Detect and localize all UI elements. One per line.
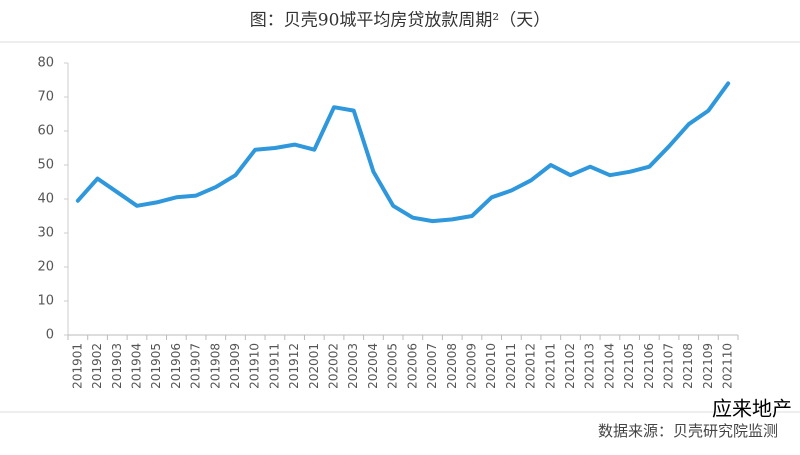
- y-tick-label: 0: [46, 328, 54, 343]
- x-tick-label: 202102: [563, 343, 577, 389]
- x-tick-label: 201905: [149, 343, 163, 389]
- x-tick-label: 201909: [228, 343, 242, 389]
- x-tick-label: 202010: [484, 343, 498, 389]
- chart-title: 图：贝壳90城平均房贷放款周期²（天）: [250, 11, 550, 31]
- y-tick-label: 20: [37, 260, 54, 275]
- x-tick-label: 202012: [524, 343, 538, 389]
- y-tick-label: 40: [37, 192, 54, 207]
- x-tick-label: 202109: [701, 343, 715, 389]
- watermark: 应来地产: [712, 397, 792, 421]
- x-tick-label: 201906: [169, 343, 183, 389]
- x-tick-label: 202104: [602, 343, 616, 389]
- y-tick-label: 30: [37, 226, 54, 241]
- x-tick-label: 201903: [110, 343, 124, 389]
- x-tick-label: 201907: [189, 343, 203, 389]
- x-tick-label: 202108: [681, 343, 695, 389]
- x-tick-label: 202008: [445, 343, 459, 389]
- x-tick-label: 201904: [129, 343, 143, 389]
- x-tick-label: 202002: [327, 343, 341, 389]
- x-tick-label: 202011: [504, 343, 518, 389]
- x-tick-label: 201910: [248, 343, 262, 389]
- x-tick-label: 201902: [90, 343, 104, 389]
- x-tick-label: 202001: [307, 343, 321, 389]
- x-tick-label: 202004: [366, 343, 380, 389]
- x-tick-label: 201911: [267, 343, 281, 389]
- y-tick-label: 10: [37, 294, 54, 309]
- x-tick-label: 202103: [583, 343, 597, 389]
- x-tick-label: 202110: [721, 343, 735, 389]
- x-tick-label: 202003: [346, 343, 360, 389]
- y-tick-label: 50: [37, 158, 54, 173]
- x-tick-label: 201908: [208, 343, 222, 389]
- x-tick-label: 202106: [642, 343, 656, 389]
- y-tick-label: 80: [37, 56, 54, 71]
- source: 数据来源：贝壳研究院监测: [598, 422, 778, 440]
- line: [75, 81, 731, 224]
- x-tick-label: 202105: [622, 343, 636, 389]
- x-tick-label: 202007: [425, 343, 439, 389]
- x-tick-label: 202009: [464, 343, 478, 389]
- y-tick-label: 70: [37, 90, 54, 105]
- x-tick-label: 201901: [70, 343, 84, 389]
- x-tick-label: 202107: [662, 343, 676, 389]
- x-tick-label: 202005: [386, 343, 400, 389]
- x-tick-label: 202006: [405, 343, 419, 389]
- y-tick-label: 60: [37, 124, 54, 139]
- x-tick-label: 202101: [543, 343, 557, 389]
- x-tick-label: 201912: [287, 343, 301, 389]
